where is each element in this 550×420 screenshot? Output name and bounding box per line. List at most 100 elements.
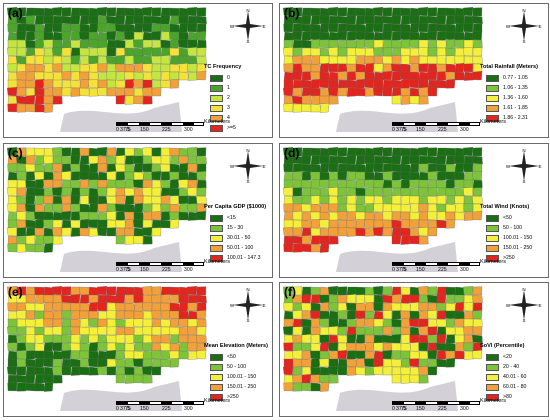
county-polygon [337,195,348,205]
county-polygon [25,243,36,253]
county-polygon [151,211,162,221]
county-polygon [61,211,72,221]
county-polygon [373,366,384,376]
county-polygon [373,39,384,49]
county-polygon [292,358,303,368]
county-polygon [355,302,366,312]
county-polygon [463,39,474,49]
county-polygon [319,39,330,49]
county-polygon [34,87,45,97]
county-polygon [337,47,348,57]
county-polygon [382,211,393,221]
county-polygon [292,195,303,205]
county-polygon [106,155,117,165]
county-polygon [283,95,294,105]
county-polygon [382,318,393,328]
county-polygon [160,79,171,89]
map-c [7,147,207,272]
county-polygon [70,294,81,304]
county-polygon [463,15,474,25]
county-polygon [160,171,171,181]
legend-row: >80 [486,392,548,402]
county-polygon [88,286,99,296]
county-polygon [364,147,375,157]
county-polygon [301,163,312,173]
county-polygon [79,211,90,221]
county-polygon [463,71,474,81]
county-polygon [346,219,357,229]
county-polygon [409,358,420,368]
county-polygon [79,147,90,157]
legend-swatch [486,84,499,92]
county-polygon [283,227,294,237]
county-polygon [70,318,81,328]
county-polygon [178,187,189,197]
county-polygon [142,79,153,89]
county-polygon [169,187,180,197]
legend-row: <20 [486,352,548,362]
county-polygon [292,179,303,189]
county-polygon [70,79,81,89]
county-polygon [472,294,483,304]
county-polygon [319,79,330,89]
county-polygon [16,55,27,65]
county-polygon [409,163,420,173]
county-polygon [7,103,18,113]
county-polygon [391,358,402,368]
county-polygon [382,334,393,344]
county-polygon [25,31,36,41]
county-polygon [7,87,18,97]
county-polygon [97,147,108,157]
county-polygon [34,294,45,304]
county-polygon [79,342,90,352]
county-polygon [463,203,474,213]
scale-bar-tick: 0 [116,267,119,273]
county-polygon [34,243,45,253]
county-polygon [463,342,474,352]
county-polygon [319,211,330,221]
county-polygon [160,350,171,360]
county-polygon [106,23,117,33]
county-polygon [319,87,330,97]
legend-swatch [210,214,223,222]
county-polygon [373,195,384,205]
county-polygon [418,95,429,105]
legend-title: SoVI (Percentile) [480,343,525,349]
county-polygon [61,55,72,65]
legend-swatch [486,393,499,401]
county-polygon [142,63,153,73]
county-polygon [106,79,117,89]
county-polygon [319,179,330,189]
county-polygon [106,163,117,173]
county-polygon [292,310,303,320]
county-polygon [364,87,375,97]
county-polygon [187,71,198,81]
county-polygon [373,87,384,97]
compass-letter: S [246,318,249,323]
county-polygon [364,55,375,65]
county-polygon [79,71,90,81]
county-polygon [97,195,108,205]
county-polygon [319,318,330,328]
county-polygon [292,163,303,173]
county-polygon [88,195,99,205]
county-polygon [301,171,312,181]
county-polygon [16,187,27,197]
county-polygon [106,7,117,17]
county-polygon [88,326,99,336]
county-polygon [373,187,384,197]
county-polygon [400,15,411,25]
county-polygon [283,243,294,253]
county-polygon [16,235,27,245]
county-polygon [436,294,447,304]
county-polygon [418,366,429,376]
county-polygon [328,318,339,328]
county-polygon [472,155,483,165]
county-polygon [436,39,447,49]
county-polygon [178,342,189,352]
legend-label: 100.01 - 150 [227,374,257,380]
county-polygon [301,195,312,205]
county-polygon [52,358,63,368]
scale-bar-tick: 225 [162,127,171,133]
county-polygon [187,63,198,73]
